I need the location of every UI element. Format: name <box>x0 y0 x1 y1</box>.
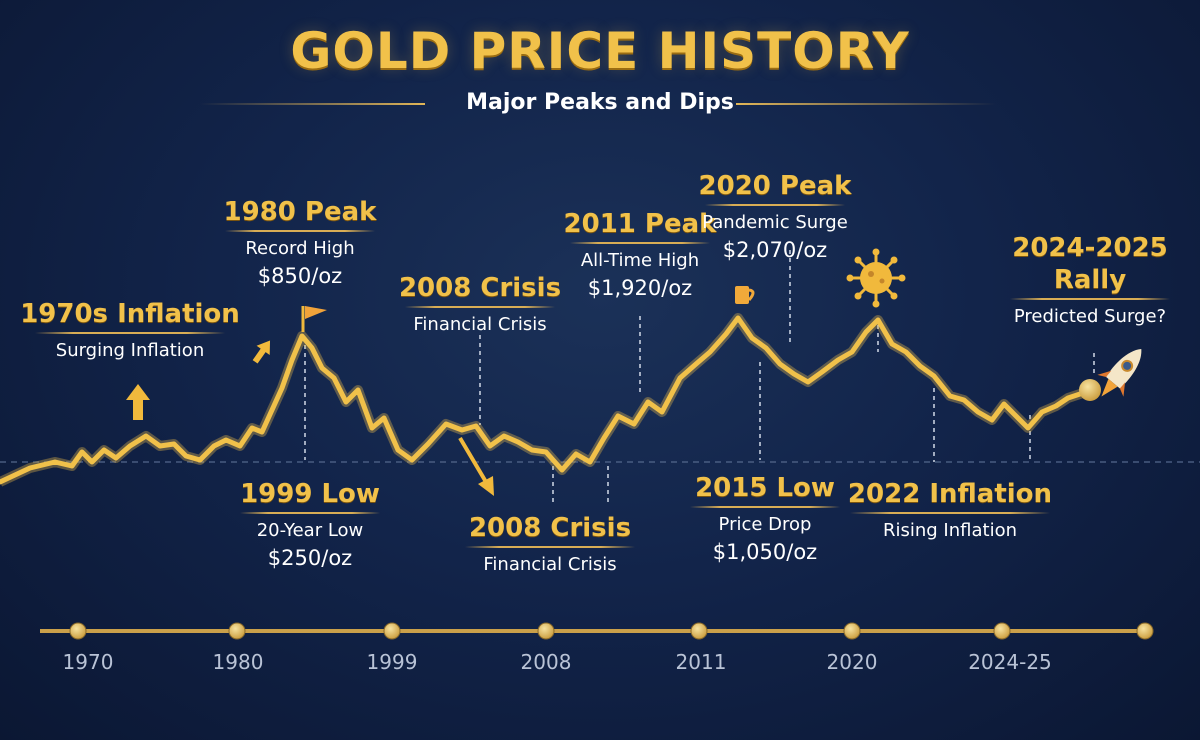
annotation-rule <box>570 242 710 244</box>
arrow-down-right-icon <box>458 436 494 496</box>
annotation-2024-2025-rally: 2024-2025 Rally Predicted Surge? <box>1000 232 1180 330</box>
annotation-detail: Surging Inflation <box>55 340 205 361</box>
annotation-detail: Rising Inflation <box>882 520 1017 541</box>
annotation-rule <box>240 512 380 514</box>
timeline-label: 2011 <box>675 650 727 674</box>
annotation-value: $250/oz <box>267 546 353 570</box>
chart-subtitle: Major Peaks and Dips <box>466 90 734 115</box>
annotation-2022-inflation: 2022 Inflation Rising Inflation <box>840 478 1060 544</box>
annotation-rule <box>850 512 1050 514</box>
timeline-dot <box>228 622 246 640</box>
rocket-icon <box>1097 349 1142 397</box>
annotation-rule <box>1010 298 1170 300</box>
timeline-label: 1999 <box>366 650 418 674</box>
arrow-up-icon <box>252 340 271 364</box>
annotation-heading: 2022 Inflation <box>847 479 1053 509</box>
annotation-rule <box>405 306 555 308</box>
annotation-rule <box>35 332 225 334</box>
annotation-detail: Predicted Surge? <box>1013 306 1167 327</box>
annotation-value: $2,070/oz <box>722 238 828 262</box>
annotation-heading: 1980 Peak <box>223 197 377 227</box>
annotation-detail: Financial Crisis <box>413 314 547 335</box>
timeline-dot <box>690 622 708 640</box>
flag-icon <box>301 306 327 332</box>
annotation-detail: Pandemic Surge <box>702 212 848 233</box>
annotation-value: $850/oz <box>257 264 343 288</box>
annotation-detail: Financial Crisis <box>483 554 617 575</box>
timeline-label: 1970 <box>62 650 114 674</box>
timeline-label: 2008 <box>520 650 572 674</box>
annotation-2011-peak: 2011 Peak All-Time High $1,920/oz <box>555 208 725 302</box>
annotation-rule <box>705 204 845 206</box>
timeline-label: 2024-25 <box>968 650 1052 674</box>
arrow-up-icon <box>126 384 150 420</box>
annotation-heading: 1999 Low <box>240 479 380 509</box>
annotation-heading: 1970s Inflation <box>20 299 240 329</box>
annotation-value: $1,920/oz <box>587 276 693 300</box>
annotation-heading: 2020 Peak <box>698 171 852 201</box>
timeline-dot <box>383 622 401 640</box>
highlight-dot <box>1079 379 1101 401</box>
subtitle-rule-right <box>736 103 996 105</box>
virus-icon <box>846 248 906 308</box>
annotation-detail: Record High <box>245 238 355 259</box>
annotation-value: $1,050/oz <box>712 540 818 564</box>
annotation-2015-low: 2015 Low Price Drop $1,050/oz <box>680 472 850 566</box>
chart-title: GOLD PRICE HISTORY <box>290 22 910 80</box>
annotation-2008-crisis-top: 2008 Crisis Financial Crisis <box>395 272 565 338</box>
timeline-label: 1980 <box>212 650 264 674</box>
annotation-1970s-inflation: 1970s Inflation Surging Inflation <box>20 298 240 364</box>
annotation-1999-low: 1999 Low 20-Year Low $250/oz <box>210 478 410 572</box>
annotation-2008-crisis-bottom: 2008 Crisis Financial Crisis <box>460 512 640 578</box>
annotation-heading: 2024-2025 Rally <box>1012 233 1168 295</box>
annotation-heading: 2008 Crisis <box>398 273 562 303</box>
timeline-dot <box>537 622 555 640</box>
timeline-dot <box>69 622 87 640</box>
annotation-1980-peak: 1980 Peak Record High $850/oz <box>200 196 400 290</box>
annotation-2020-peak: 2020 Peak Pandemic Surge $2,070/oz <box>690 170 860 264</box>
annotation-rule <box>225 230 375 232</box>
timeline-dot <box>843 622 861 640</box>
annotation-rule <box>465 546 635 548</box>
annotation-detail: Price Drop <box>718 514 812 535</box>
subtitle-rule-left <box>200 103 425 105</box>
annotation-heading: 2008 Crisis <box>468 513 632 543</box>
timeline-label: 2020 <box>826 650 878 674</box>
annotation-detail: All-Time High <box>580 250 700 271</box>
price-line <box>0 315 1093 485</box>
timeline-dot <box>993 622 1011 640</box>
timeline-dot <box>1136 622 1154 640</box>
annotation-heading: 2011 Peak <box>563 209 717 239</box>
annotation-detail: 20-Year Low <box>256 520 364 541</box>
annotation-rule <box>690 506 840 508</box>
annotation-heading: 2015 Low <box>695 473 835 503</box>
cup-icon <box>735 286 755 304</box>
